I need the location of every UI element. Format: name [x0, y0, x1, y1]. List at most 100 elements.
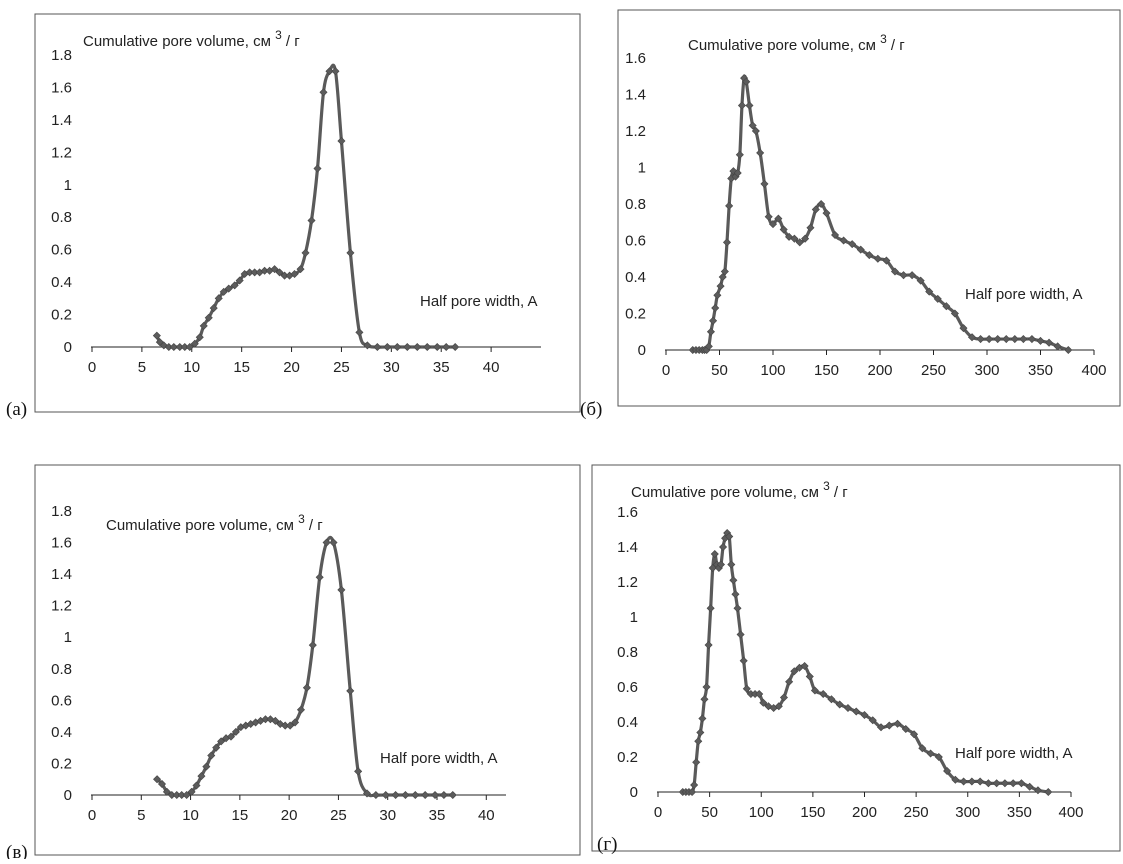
data-point-b — [751, 126, 760, 136]
data-point-c — [182, 790, 191, 800]
data-point-d — [710, 549, 719, 559]
y-axis-title-b: Cumulative pore volume, см 3 / г — [688, 32, 905, 54]
data-point-d — [934, 752, 943, 762]
data-point-c — [391, 790, 400, 800]
data-point-c — [431, 790, 440, 800]
y-tick-label-b: 0.8 — [625, 196, 646, 213]
y-tick-label-c: 1.6 — [51, 535, 72, 552]
data-point-b — [1064, 345, 1073, 355]
data-point-d — [852, 707, 861, 716]
x-tick-label-c: 5 — [137, 807, 145, 824]
data-point-b — [774, 214, 783, 223]
data-point-c — [296, 705, 305, 714]
data-point-b — [817, 199, 826, 209]
y-axis-title-a: Cumulative pore volume, см 3 / г — [83, 28, 300, 50]
data-point-d — [690, 780, 699, 790]
data-point-a — [199, 321, 208, 330]
data-point-d — [876, 723, 886, 732]
data-point-a — [169, 342, 178, 352]
x-tick-label-b: 300 — [974, 362, 999, 379]
y-tick-label-a: 0.6 — [51, 242, 72, 259]
x-tick-label-d: 150 — [800, 804, 825, 821]
data-point-c — [448, 790, 457, 800]
data-point-a — [219, 287, 228, 296]
data-point-a — [346, 248, 355, 257]
data-point-d — [694, 737, 703, 746]
data-point-b — [801, 234, 810, 243]
data-point-d — [790, 667, 799, 676]
chart-frame-c — [34, 464, 581, 856]
y-tick-label-a: 1 — [64, 177, 72, 194]
data-point-d — [810, 686, 819, 695]
data-point-c — [286, 721, 295, 730]
y-tick-label-d: 0.6 — [617, 679, 638, 696]
series-line-b — [692, 74, 1069, 352]
data-point-d — [868, 716, 877, 725]
y-tick-label-d: 0 — [630, 784, 638, 801]
data-point-c — [322, 538, 331, 547]
data-point-c — [187, 787, 196, 796]
data-point-c — [157, 779, 167, 788]
data-point-b — [942, 302, 951, 311]
y-tick-label-b: 0.4 — [625, 269, 646, 286]
data-point-b — [882, 256, 891, 265]
data-point-b — [720, 267, 729, 276]
data-point-d — [835, 700, 844, 709]
data-point-a — [152, 331, 161, 340]
x-tick-label-b: 250 — [921, 362, 946, 379]
data-point-d — [1044, 787, 1053, 797]
data-point-a — [190, 339, 199, 348]
x-tick-label-c: 40 — [478, 807, 495, 824]
y-tick-label-a: 1.6 — [51, 79, 72, 96]
data-point-a — [355, 328, 364, 337]
x-tick-label-c: 0 — [88, 807, 96, 824]
data-point-b — [795, 238, 804, 247]
data-point-a — [307, 216, 316, 225]
data-point-a — [331, 67, 340, 76]
data-point-c — [192, 781, 201, 790]
data-point-b — [745, 101, 754, 110]
chart-frame-a — [34, 13, 581, 413]
data-point-a — [224, 284, 233, 293]
y-tick-label-d: 0.4 — [617, 714, 638, 731]
data-point-d — [1009, 779, 1018, 788]
x-tick-label-c: 20 — [281, 807, 298, 824]
chart-svg-c: 0 0.2 0.4 0.6 0.8 1 1.2 1.4 1.6 1.8 0 5 10 15 20 25 30 35… — [6, 464, 581, 863]
data-point-c — [271, 716, 280, 725]
data-point-c — [308, 641, 317, 650]
data-point-b — [1036, 336, 1045, 345]
data-point-d — [992, 779, 1001, 788]
data-point-c — [315, 573, 324, 582]
y-tick-label-c: 0 — [64, 787, 72, 804]
y-tick-label-a: 1.2 — [51, 144, 72, 161]
data-point-d — [731, 590, 740, 599]
data-point-b — [925, 287, 934, 296]
data-point-d — [708, 563, 717, 573]
x-tick-label-a: 40 — [483, 359, 500, 376]
data-point-b — [735, 150, 744, 159]
data-point-c — [354, 767, 363, 776]
data-point-d — [716, 560, 726, 569]
y-tick-label-a: 1.8 — [51, 47, 72, 64]
x-tick-label-b: 150 — [814, 362, 839, 379]
x-tick-label-d: 300 — [955, 804, 980, 821]
data-point-d — [959, 777, 968, 786]
data-point-d — [698, 714, 707, 723]
y-tick-label-c: 0.8 — [51, 661, 72, 678]
data-point-a — [209, 304, 218, 313]
data-point-d — [692, 758, 701, 767]
x-axis-title-d: Half pore width, A — [955, 745, 1073, 762]
data-point-b — [908, 271, 917, 280]
y-tick-label-c: 1.2 — [51, 598, 72, 615]
data-point-c — [162, 787, 171, 796]
data-point-b — [1010, 335, 1019, 344]
data-point-a — [204, 313, 213, 322]
data-point-a — [159, 341, 168, 350]
data-point-d — [733, 604, 742, 613]
data-point-a — [337, 136, 346, 146]
data-point-c — [371, 790, 380, 800]
data-point-b — [899, 271, 908, 280]
data-point-c — [421, 790, 430, 800]
data-point-d — [727, 560, 736, 569]
x-tick-label-b: 350 — [1028, 362, 1053, 379]
